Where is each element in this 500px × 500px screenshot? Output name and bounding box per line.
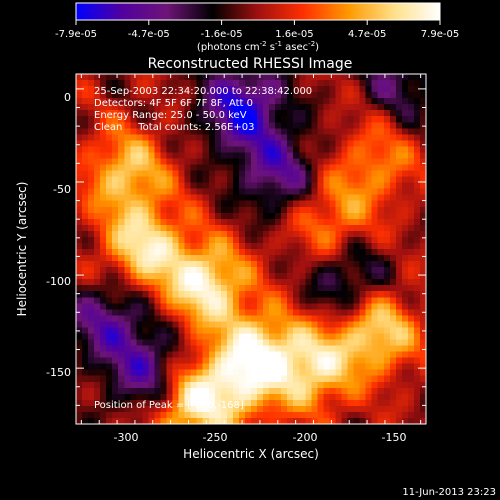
x-tick-label-0: -300 <box>114 431 139 444</box>
colorbar-tick-label-4: 4.7e-05 <box>348 29 386 40</box>
y-tick-label-1: -50 <box>53 183 71 196</box>
x-tick-label-3: -150 <box>382 431 407 444</box>
x-tick-label-1: -250 <box>203 431 228 444</box>
info-block: 25-Sep-2003 22:34:20.000 to 22:38:42.000… <box>94 86 312 133</box>
info-clean-counts: Clean Total counts: 2.56E+03 <box>94 122 254 133</box>
y-tick-label-3: -150 <box>46 366 71 379</box>
x-tick-label-2: -200 <box>293 431 318 444</box>
plot-area <box>75 73 427 425</box>
colorbar-tick-label-1: -4.7e-05 <box>128 29 170 40</box>
colorbar-tick-label-3: 1.6e-05 <box>275 29 313 40</box>
y-tick-label-0: 0 <box>64 91 71 104</box>
timestamp: 11-Jun-2013 23:23 <box>402 487 496 498</box>
colorbar-tick-label-2: -1.6e-05 <box>201 29 243 40</box>
plot-frame <box>75 73 427 425</box>
colorbar-tick-label-5: 7.9e-05 <box>421 29 459 40</box>
y-tick-label-2: -100 <box>46 275 71 288</box>
colorbar-tick-label-0: -7.9e-05 <box>55 29 97 40</box>
info-energy-range: Energy Range: 25.0 - 50.0 keV <box>94 110 247 121</box>
heatmap-image <box>76 74 426 424</box>
info-detectors: Detectors: 4F 5F 6F 7F 8F, Att 0 <box>94 98 253 109</box>
chart-title: Reconstructed RHESSI Image <box>148 56 353 72</box>
colorbar: -7.9e-05 -4.7e-05 -1.6e-05 1.6e-05 4.7e-… <box>55 2 459 53</box>
colorbar-unit-label: (photons cm-2 s-1 asec-2) <box>197 40 319 53</box>
peak-position-label: Position of Peak = [-268,-168] <box>94 400 244 411</box>
y-axis-label: Heliocentric Y (arcsec) <box>15 182 29 317</box>
x-axis-label: Heliocentric X (arcsec) <box>183 447 319 461</box>
info-time-range: 25-Sep-2003 22:34:20.000 to 22:38:42.000 <box>94 86 312 97</box>
colorbar-gradient <box>75 2 441 21</box>
colorbar-ticks <box>75 20 441 25</box>
axis-ticks <box>76 74 426 424</box>
